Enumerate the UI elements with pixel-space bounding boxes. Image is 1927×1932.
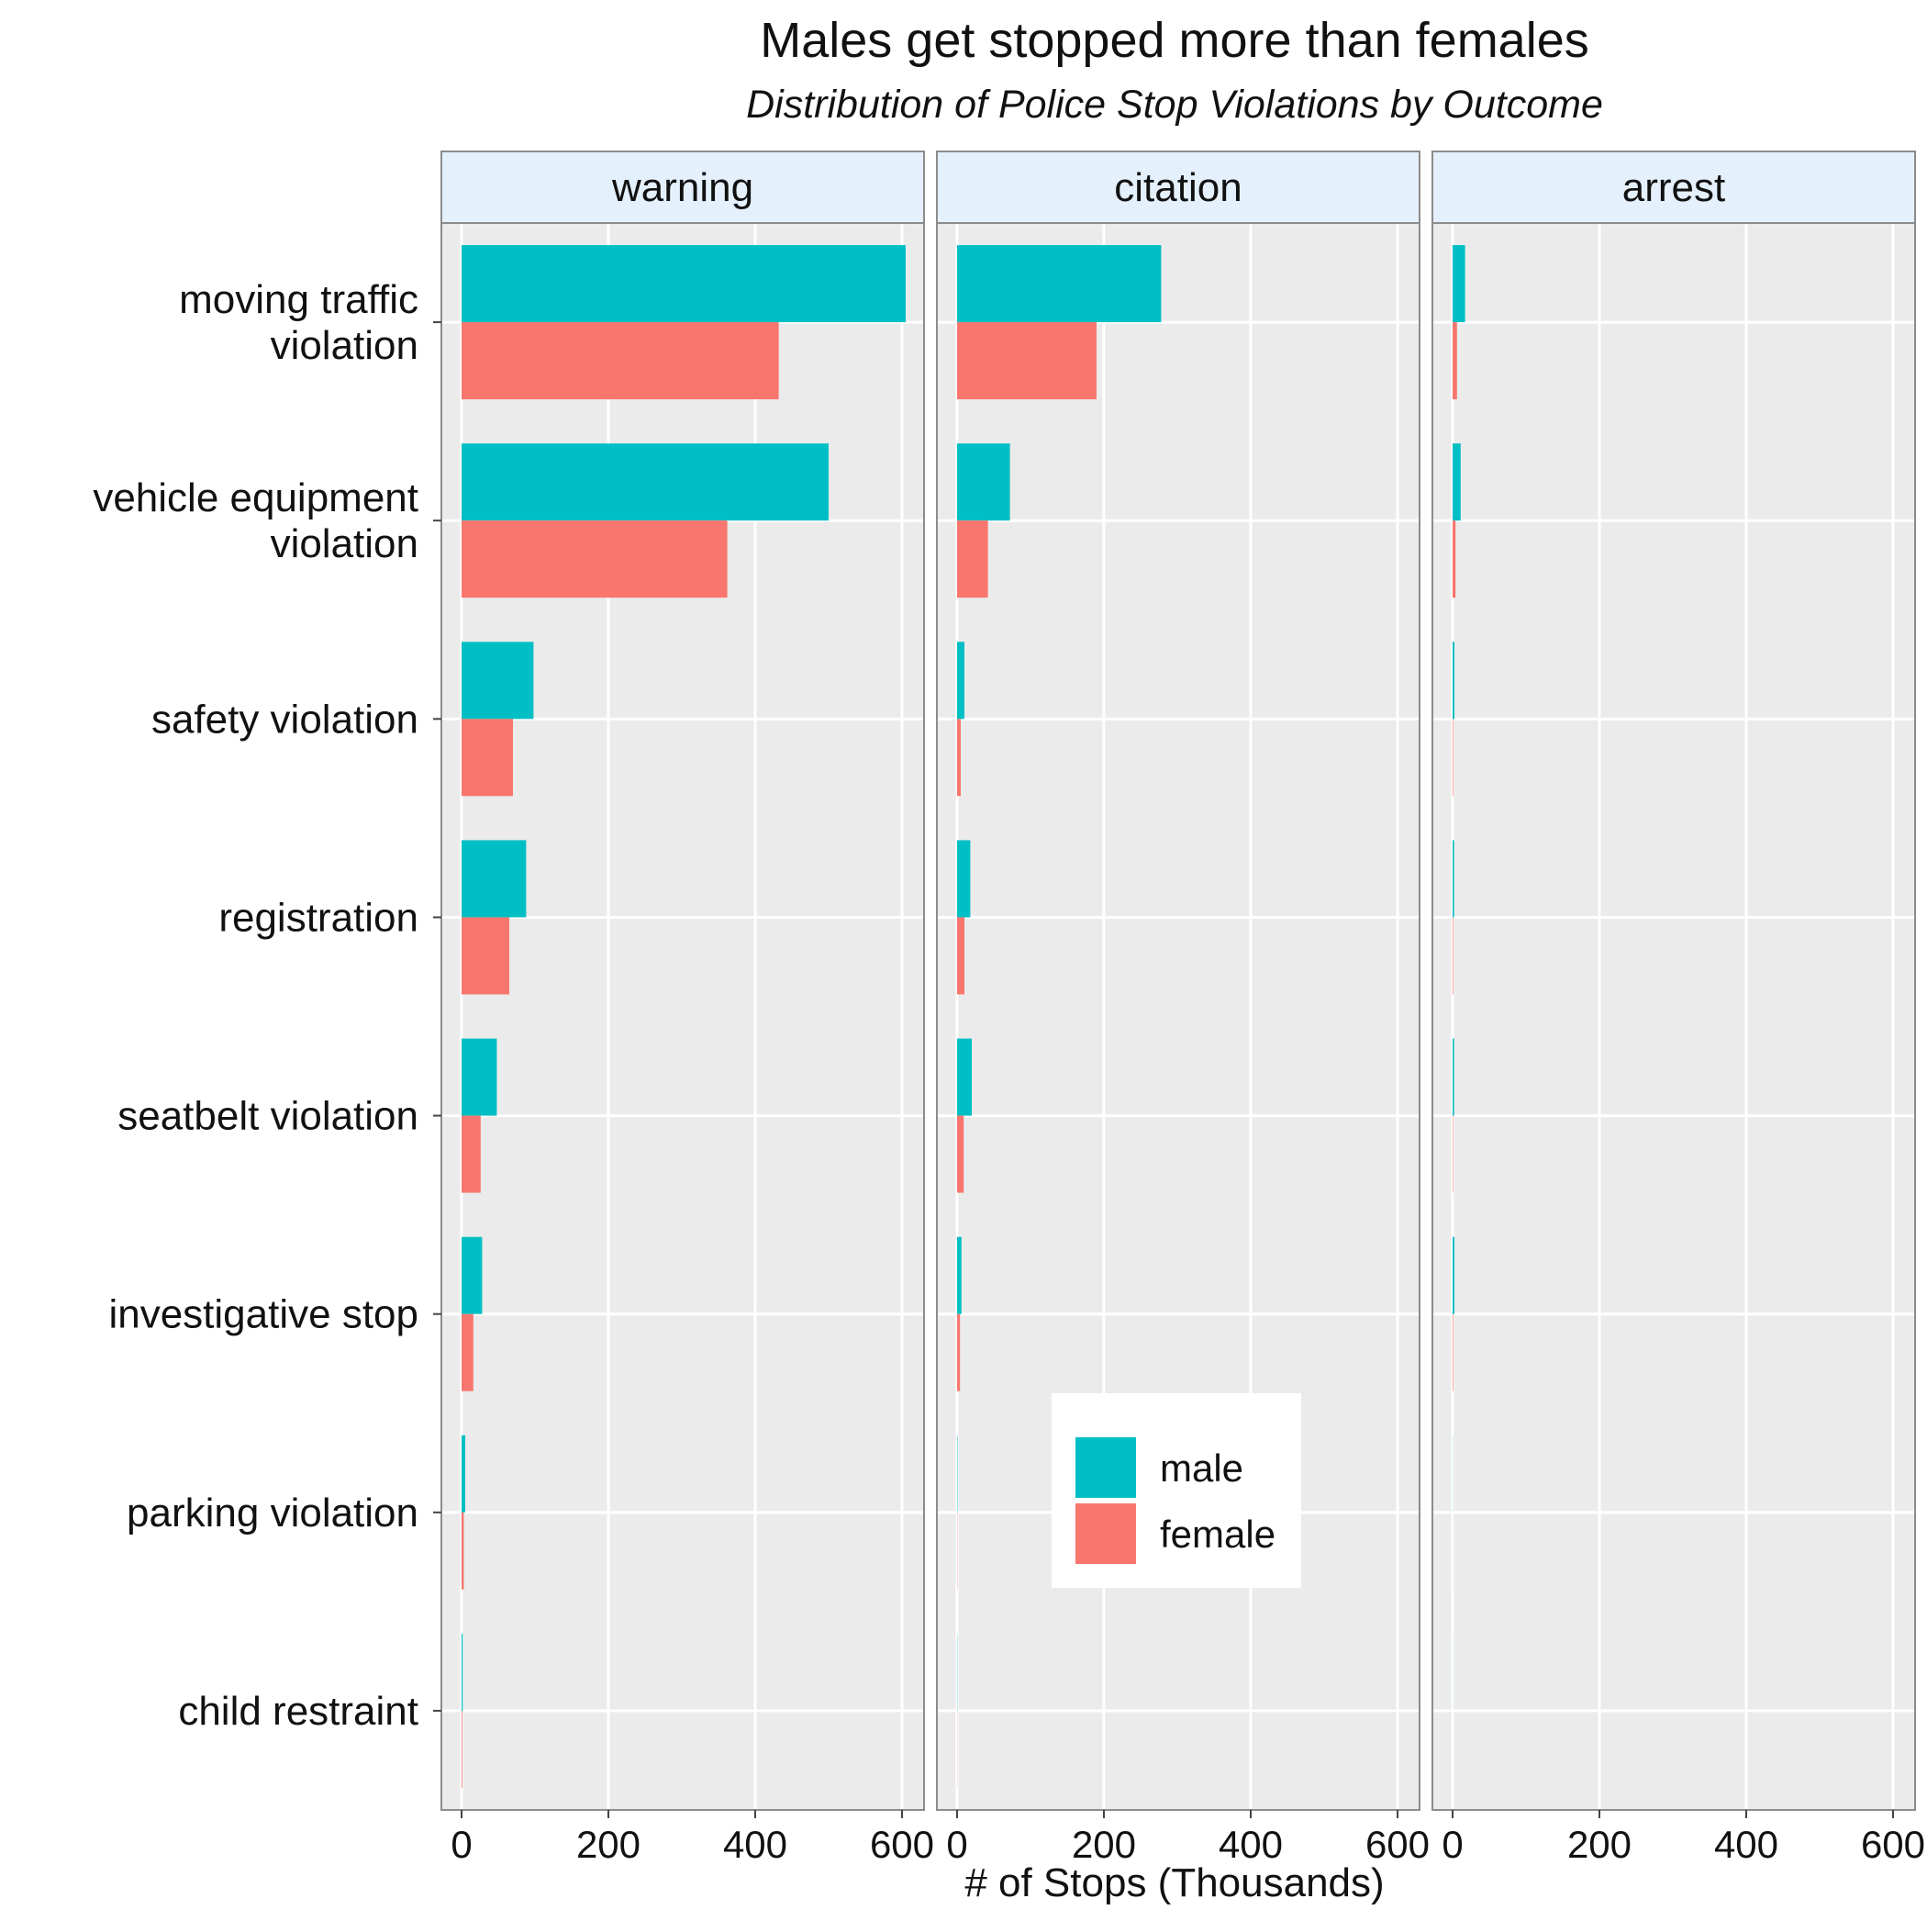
bar-warning-male-6 — [462, 1435, 465, 1513]
panel-background — [1432, 223, 1915, 1810]
bar-arrest-male-4 — [1453, 1039, 1454, 1116]
bar-arrest-male-1 — [1453, 443, 1461, 520]
facet-strip-label: citation — [1114, 165, 1242, 210]
category-label: violation — [271, 323, 418, 368]
bar-warning-male-2 — [462, 642, 533, 719]
bar-arrest-male-3 — [1453, 840, 1454, 917]
bar-citation-male-5 — [957, 1237, 962, 1314]
category-label: seatbelt violation — [117, 1094, 418, 1139]
bar-warning-male-4 — [462, 1039, 496, 1116]
bar-arrest-female-1 — [1453, 520, 1455, 597]
bar-arrest-male-2 — [1453, 642, 1454, 719]
bar-citation-male-4 — [957, 1039, 972, 1116]
bar-warning-female-4 — [462, 1116, 481, 1193]
category-label: violation — [271, 521, 418, 566]
category-label: safety violation — [151, 697, 418, 742]
bar-warning-male-3 — [462, 840, 526, 917]
bar-citation-female-3 — [957, 917, 964, 994]
legend-label-male: male — [1160, 1446, 1243, 1490]
bar-citation-male-3 — [957, 840, 970, 917]
x-tick-label: 400 — [1714, 1823, 1778, 1866]
category-label: parking violation — [127, 1491, 418, 1536]
x-tick-label: 200 — [1072, 1823, 1136, 1866]
bar-citation-male-1 — [957, 443, 1010, 520]
category-label: moving traffic — [179, 277, 418, 322]
bar-warning-male-0 — [462, 245, 906, 322]
x-tick-label: 600 — [1365, 1823, 1430, 1866]
bar-citation-male-2 — [957, 642, 964, 719]
x-tick-label: 200 — [1567, 1823, 1632, 1866]
x-tick-label: 0 — [451, 1823, 472, 1866]
x-tick-label: 600 — [1861, 1823, 1925, 1866]
category-label: investigative stop — [108, 1292, 418, 1337]
bar-citation-male-0 — [957, 245, 1161, 322]
bar-warning-female-2 — [462, 719, 513, 796]
legend-label-female: female — [1160, 1513, 1275, 1556]
legend-key-male — [1075, 1437, 1136, 1498]
facet-panel-arrest: arrest 0 200 400 600 — [1432, 151, 1925, 1866]
bar-warning-male-1 — [462, 443, 829, 520]
bar-citation-female-2 — [957, 719, 961, 796]
bar-warning-female-3 — [462, 917, 509, 994]
bar-arrest-female-0 — [1453, 322, 1457, 399]
x-tick-label: 0 — [946, 1823, 967, 1866]
chart-title: Males get stopped more than females — [760, 13, 1589, 68]
category-label: vehicle equipment — [93, 475, 418, 520]
category-label: registration — [218, 895, 418, 940]
facet-strip-label: arrest — [1622, 165, 1725, 210]
legend-key-female — [1075, 1503, 1136, 1564]
bar-citation-female-1 — [957, 520, 988, 597]
bar-citation-female-4 — [957, 1116, 964, 1193]
facet-panel-warning: warning 0 200 400 600 — [441, 151, 934, 1866]
category-label: child restraint — [178, 1689, 418, 1734]
bar-arrest-female-3 — [1453, 917, 1454, 994]
x-tick-label: 400 — [1219, 1823, 1283, 1866]
x-axis-title: # of Stops (Thousands) — [964, 1860, 1384, 1905]
facet-panel-citation: citation 0 200 400 600 — [937, 151, 1430, 1866]
bar-warning-female-5 — [462, 1314, 473, 1391]
bar-citation-female-0 — [957, 322, 1097, 399]
bar-arrest-male-0 — [1453, 245, 1465, 322]
x-tick-label: 400 — [723, 1823, 787, 1866]
bar-arrest-female-5 — [1453, 1314, 1454, 1391]
bar-warning-female-0 — [462, 322, 779, 399]
x-tick-label: 600 — [870, 1823, 934, 1866]
bar-warning-male-5 — [462, 1237, 482, 1314]
bar-warning-female-1 — [462, 520, 728, 597]
bar-arrest-female-2 — [1453, 719, 1454, 796]
x-tick-label: 0 — [1442, 1823, 1463, 1866]
bar-citation-female-5 — [957, 1314, 960, 1391]
facet-strip-label: warning — [611, 165, 753, 210]
legend: male female — [1052, 1393, 1301, 1588]
chart-subtitle: Distribution of Police Stop Violations b… — [746, 83, 1603, 127]
x-tick-label: 200 — [576, 1823, 640, 1866]
bar-warning-female-6 — [462, 1513, 463, 1590]
bar-arrest-male-5 — [1453, 1237, 1454, 1314]
